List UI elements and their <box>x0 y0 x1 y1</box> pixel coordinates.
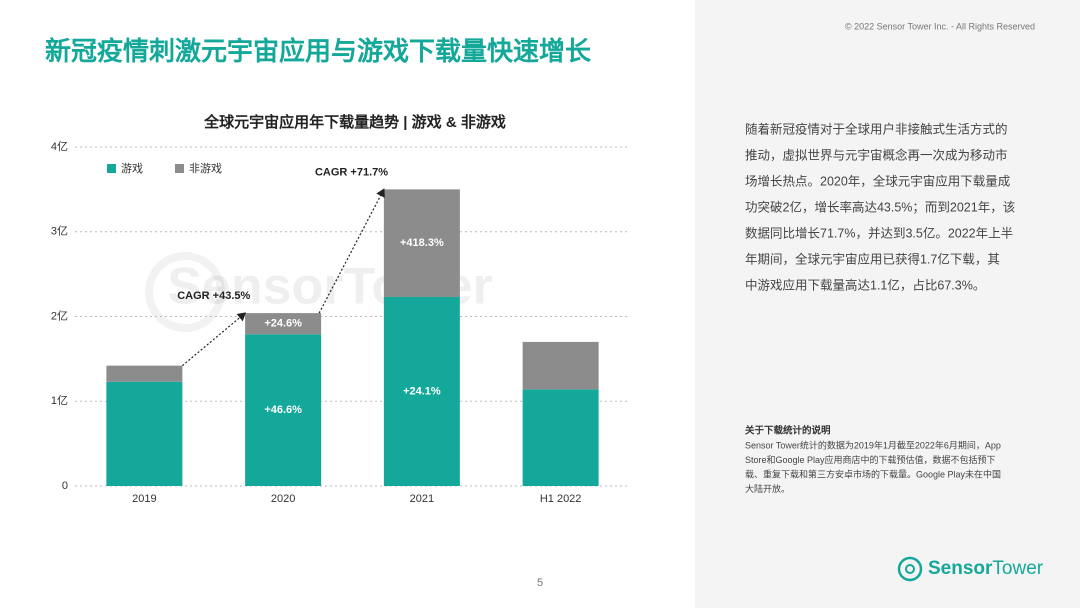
legend-label: 游戏 <box>121 162 143 175</box>
x-tick-label: 2021 <box>410 493 434 505</box>
sidebar-panel <box>695 0 1080 608</box>
y-tick-label: 3亿 <box>51 225 68 238</box>
logo-icon <box>897 556 923 582</box>
cagr-arrow <box>181 312 247 367</box>
growth-label: +24.1% <box>403 385 441 397</box>
watermark-icon <box>145 252 225 332</box>
paragraph-line: 场增长热点。2020年，全球元宇宙应用下载量成 <box>745 173 1010 188</box>
bar-segment <box>383 189 460 298</box>
bar-segment <box>522 341 599 390</box>
bar-segment <box>383 297 460 486</box>
paragraph-line: 年期间，全球元宇宙应用已获得1.7亿下载，其 <box>745 251 1000 266</box>
y-tick-label: 4亿 <box>51 140 68 153</box>
legend-swatch <box>175 164 184 173</box>
bar-segment <box>106 365 183 382</box>
copyright: © 2022 Sensor Tower Inc. - All Rights Re… <box>845 21 1035 31</box>
x-tick-label: 2019 <box>132 493 156 505</box>
paragraph-line: 中游戏应用下载量高达1.1亿，占比67.3%。 <box>745 277 985 292</box>
paragraph-line: 数据同比增长71.7%，并达到3.5亿。2022年上半 <box>745 225 1013 240</box>
chart-title: 全球元宇宙应用年下载量趋势 | 游戏 & 非游戏 <box>203 113 506 131</box>
logo-part: Sensor <box>928 558 993 579</box>
paragraph-line: 随着新冠疫情对于全球用户非接触式生活方式的 <box>745 121 1008 136</box>
legend-label: 非游戏 <box>189 162 222 175</box>
bar-segment <box>245 334 322 486</box>
logo-part: Tower <box>992 558 1043 579</box>
growth-label: +46.6% <box>264 404 302 416</box>
paragraph-line: 功突破2亿，增长率高达43.5%；而到2021年，该 <box>745 199 1015 214</box>
bar-segment <box>245 313 322 335</box>
y-tick-label: 1亿 <box>51 394 68 407</box>
note-line: Sensor Tower统计的数据为2019年1月截至2022年6月期间，App <box>745 439 1001 450</box>
note-line: Store和Google Play应用商店中的下载预估值，数据不包括预下 <box>745 454 996 465</box>
growth-label: +24.6% <box>264 318 302 330</box>
y-tick-label: 2亿 <box>51 309 68 322</box>
x-tick-label: 2020 <box>271 493 295 505</box>
bar-segment <box>106 381 183 486</box>
cagr-label: CAGR +71.7% <box>315 166 388 178</box>
legend-swatch <box>107 164 116 173</box>
page-number: 5 <box>537 577 543 589</box>
slide-title: 新冠疫情刺激元宇宙应用与游戏下载量快速增长 <box>45 36 592 66</box>
logo: SensorTower <box>928 558 1044 579</box>
growth-label: +418.3% <box>400 237 444 249</box>
paragraph-line: 推动，虚拟世界与元宇宙概念再一次成为移动市 <box>745 147 1008 162</box>
note-line: 大陆开放。 <box>745 483 790 494</box>
y-tick-label: 0 <box>62 480 68 492</box>
cagr-label: CAGR +43.5% <box>177 290 250 302</box>
bar-segment <box>522 389 599 486</box>
cagr-arrow <box>318 188 385 314</box>
note-line: 载、重复下载和第三方安卓市场的下载量。Google Play未在中国 <box>745 468 1001 479</box>
x-tick-label: H1 2022 <box>540 493 582 505</box>
logo-icon-inner <box>905 564 915 574</box>
note-title: 关于下载统计的说明 <box>745 425 831 437</box>
